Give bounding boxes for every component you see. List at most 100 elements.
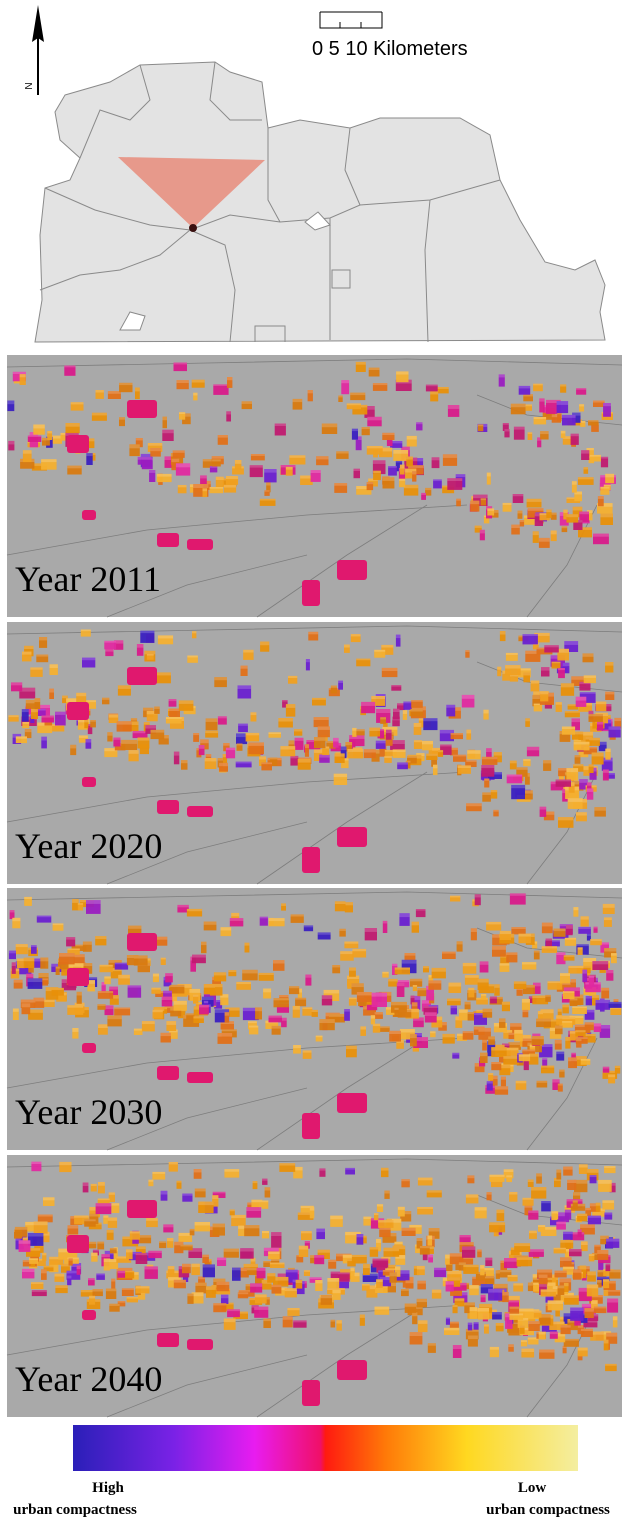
building-roof (499, 374, 505, 377)
building-roof (501, 1077, 506, 1080)
building-roof (202, 997, 214, 1000)
building-roof (265, 1187, 271, 1190)
building-roof (511, 927, 525, 929)
building-roof (509, 1307, 519, 1309)
building-roof (483, 710, 488, 714)
building-roof (304, 925, 313, 927)
landmark-building (187, 539, 213, 550)
building-roof (262, 1201, 269, 1203)
building-roof (539, 538, 550, 542)
building-roof (605, 749, 610, 752)
building-roof (187, 909, 202, 911)
building-roof (169, 1162, 178, 1164)
building-roof (477, 1250, 482, 1252)
building-roof (475, 894, 481, 897)
building-roof (345, 742, 352, 745)
landmark-building (127, 400, 157, 418)
building-roof (319, 1019, 334, 1023)
building-roof (101, 1254, 110, 1257)
landmark-building (302, 847, 320, 873)
building-roof (361, 702, 375, 706)
building-roof (467, 750, 481, 754)
building-roof (496, 1270, 500, 1273)
building-roof (25, 729, 32, 732)
building-roof (374, 650, 385, 652)
building-roof (114, 1008, 130, 1010)
building-roof (503, 503, 512, 505)
building-roof (547, 1283, 555, 1286)
building-roof (394, 1242, 402, 1244)
building-roof (383, 921, 388, 924)
building-roof (49, 689, 54, 693)
building-roof (142, 1021, 155, 1024)
building-roof (158, 635, 173, 638)
building-roof (328, 1260, 336, 1262)
building-roof (332, 1290, 340, 1293)
building-roof (344, 645, 350, 648)
building-roof (600, 1236, 609, 1239)
building-roof (457, 941, 463, 944)
building-roof (8, 715, 18, 717)
building-roof (376, 709, 390, 713)
building-roof (22, 652, 32, 655)
building-roof (157, 474, 172, 477)
building-roof (129, 444, 139, 448)
building-roof (286, 467, 293, 470)
building-roof (558, 817, 574, 820)
building-roof (192, 380, 205, 383)
building-roof (11, 682, 22, 685)
building-roof (248, 742, 264, 746)
building-roof (443, 1034, 455, 1037)
building-roof (614, 718, 621, 721)
building-roof (423, 718, 437, 721)
building-roof (376, 1239, 381, 1243)
building-roof (560, 384, 566, 386)
building-roof (452, 1053, 459, 1055)
building-roof (405, 953, 416, 956)
building-roof (406, 761, 411, 763)
building-roof (25, 1222, 35, 1225)
building-roof (502, 1002, 510, 1005)
building-roof (145, 725, 156, 728)
building-roof (607, 1299, 618, 1303)
building-roof (440, 745, 452, 747)
building-roof (305, 744, 309, 748)
building-roof (186, 1013, 194, 1015)
landmark-building (82, 777, 96, 787)
building-roof (500, 963, 510, 965)
building-roof (560, 973, 570, 976)
building-roof (248, 1021, 257, 1023)
scale-bar (320, 12, 382, 28)
building-roof (118, 1301, 126, 1303)
building-roof (604, 1340, 609, 1344)
building-roof (563, 1232, 573, 1234)
building-roof (253, 1181, 258, 1183)
building-roof (23, 450, 32, 454)
building-roof (72, 899, 79, 903)
building-roof (70, 745, 76, 749)
building-roof (507, 775, 523, 777)
building-roof (67, 1276, 71, 1279)
building-roof (382, 433, 394, 435)
building-roof (357, 992, 372, 995)
building-roof (390, 1272, 397, 1276)
building-roof (22, 1003, 31, 1007)
building-roof (516, 767, 527, 770)
building-roof (163, 1224, 173, 1227)
building-roof (96, 1274, 105, 1276)
building-roof (287, 1308, 299, 1310)
building-roof (414, 740, 422, 742)
building-roof (522, 962, 536, 964)
building-roof (69, 1258, 73, 1260)
building-roof (20, 374, 26, 377)
building-roof (540, 431, 549, 434)
building-roof (411, 996, 415, 999)
building-roof (71, 402, 84, 404)
building-roof (225, 1012, 229, 1016)
building-roof (111, 1203, 119, 1205)
landmark-building (127, 1200, 157, 1218)
building-roof (14, 980, 23, 983)
building-roof (109, 715, 119, 718)
building-roof (327, 1278, 339, 1282)
building-roof (381, 645, 393, 648)
